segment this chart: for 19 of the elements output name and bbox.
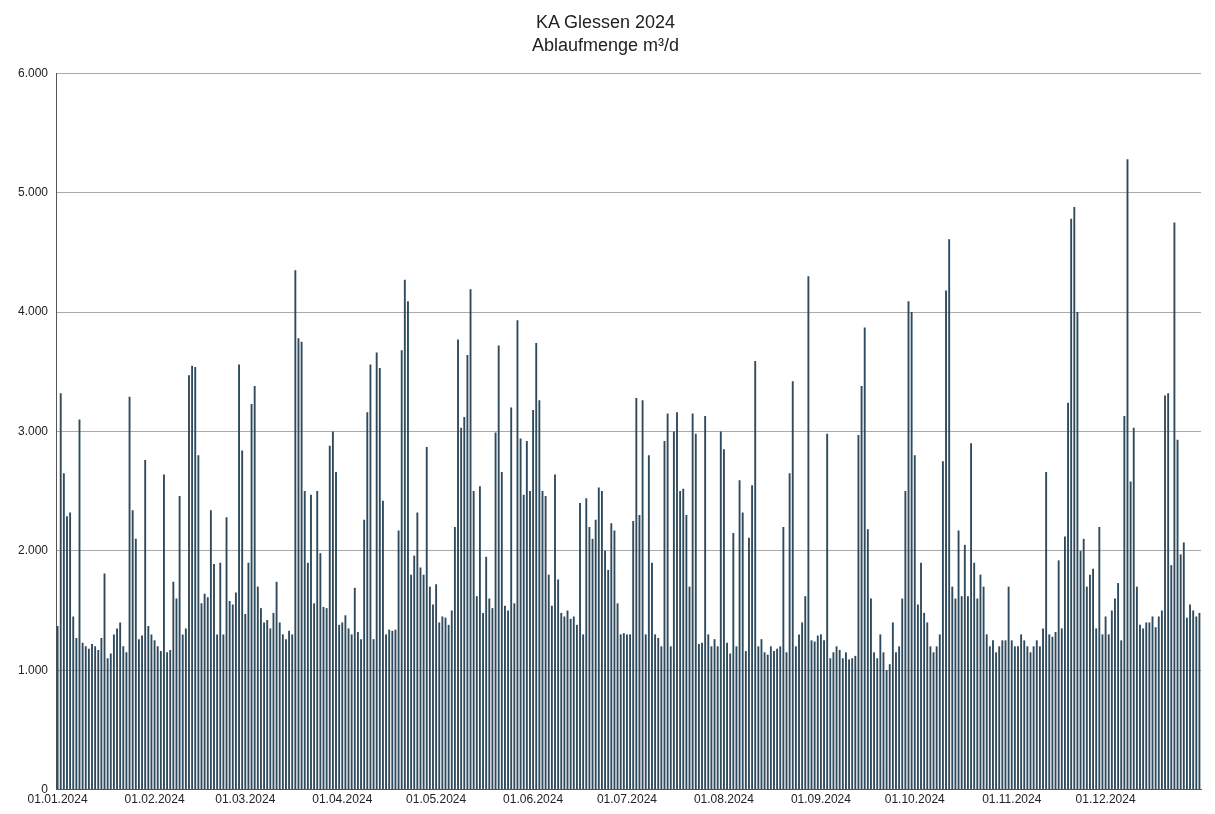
chart-title: KA Glessen 2024: [535, 11, 676, 32]
y-tick-label: 1.000: [18, 662, 49, 677]
x-tick-label: 01.10.2024: [884, 792, 946, 807]
y-tick-label: 4.000: [18, 304, 49, 319]
y-tick-label: 3.000: [18, 423, 49, 438]
y-tick-label: 6.000: [18, 65, 49, 80]
x-tick-label: 01.07.2024: [596, 792, 658, 807]
x-tick-label: 01.02.2024: [124, 792, 185, 807]
y-tick-label: 2.000: [18, 543, 49, 558]
x-tick-label: 01.08.2024: [693, 792, 755, 807]
x-tick-label: 01.03.2024: [215, 792, 276, 807]
x-tick-label: 01.05.2024: [406, 792, 467, 807]
chart-subtitle: Ablaufmenge m³/d: [531, 35, 680, 56]
x-tick-label: 01.11.2024: [982, 792, 1042, 807]
x-tick-label: 01.06.2024: [503, 792, 564, 807]
y-tick-label: 5.000: [18, 184, 49, 199]
x-tick-label: 01.04.2024: [312, 792, 373, 807]
x-tick-label: 01.12.2024: [1075, 792, 1136, 807]
x-tick-label: 01.09.2024: [790, 792, 852, 807]
